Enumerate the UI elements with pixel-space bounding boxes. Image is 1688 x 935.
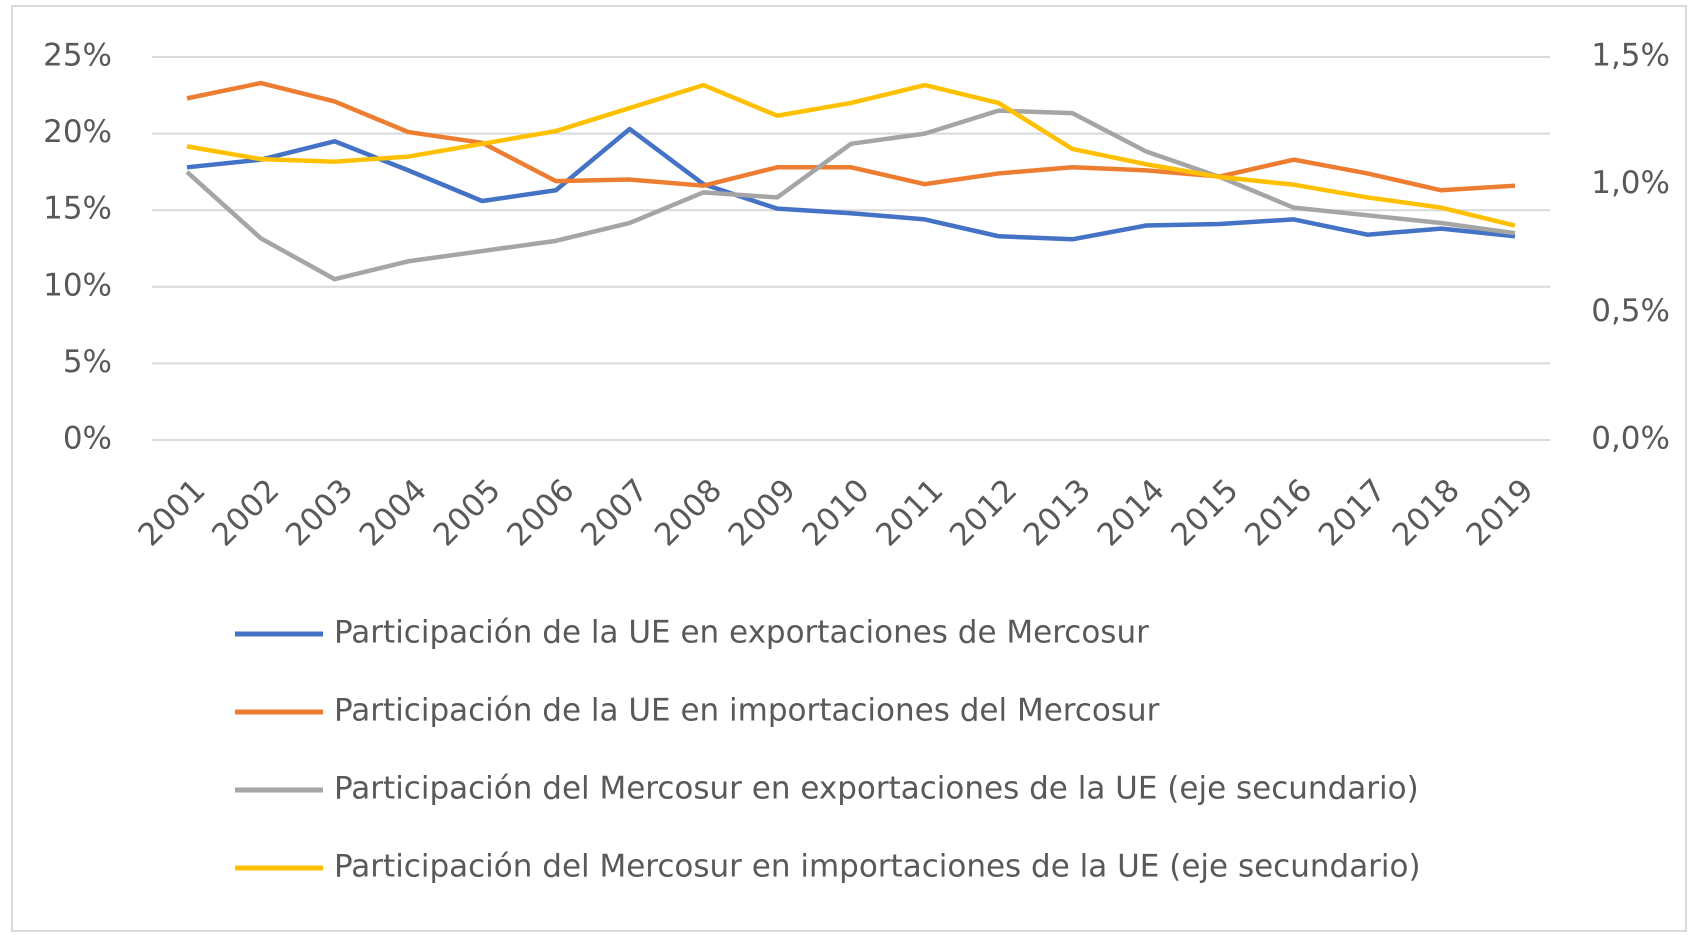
y-tick-label: 15%: [43, 191, 112, 227]
x-tick-label: 2011: [869, 472, 950, 553]
x-tick-label: 2015: [1164, 472, 1245, 553]
x-tick-label: 2008: [648, 472, 729, 553]
y-tick-label: 0%: [63, 421, 112, 457]
y2-tick-label: 1,5%: [1591, 38, 1670, 74]
x-tick-label: 2001: [131, 472, 212, 553]
x-tick-label: 2004: [353, 472, 434, 553]
series-line: [186, 80, 1516, 193]
x-tick-label: 2009: [722, 472, 803, 553]
x-tick-label: 2013: [1017, 472, 1098, 553]
x-tick-label: 2014: [1091, 472, 1172, 553]
y2-tick-label: 0,5%: [1591, 293, 1670, 329]
y-tick-label: 10%: [43, 267, 112, 303]
x-tick-label: 2002: [205, 472, 286, 553]
y-tick-label: 5%: [63, 344, 112, 380]
legend-label: Participación de la UE en exportaciones …: [334, 615, 1149, 651]
y2-tick-label: 1,0%: [1591, 165, 1670, 201]
x-tick-label: 2010: [795, 472, 876, 553]
x-tick-label: 2007: [574, 472, 655, 553]
x-tick-label: 2019: [1459, 472, 1540, 553]
y-tick-label: 20%: [43, 114, 112, 150]
series-line: [186, 126, 1516, 242]
legend-label: Participación de la UE en importaciones …: [334, 693, 1160, 729]
x-tick-label: 2018: [1386, 472, 1467, 553]
x-tick-label: 2003: [279, 472, 360, 553]
y-tick-label: 25%: [43, 38, 112, 74]
series-line: [186, 82, 1516, 228]
series-line: [185, 108, 1516, 282]
y2-tick-label: 0,0%: [1591, 421, 1670, 457]
legend-label: Participación del Mercosur en exportacio…: [334, 771, 1419, 807]
x-tick-label: 2017: [1312, 472, 1393, 553]
x-tick-label: 2016: [1238, 472, 1319, 553]
x-tick-label: 2005: [427, 472, 508, 553]
x-tick-label: 2006: [500, 472, 581, 553]
legend-label: Participación del Mercosur en importacio…: [334, 849, 1421, 885]
x-tick-label: 2012: [943, 472, 1024, 553]
chart-border: [11, 5, 1687, 932]
